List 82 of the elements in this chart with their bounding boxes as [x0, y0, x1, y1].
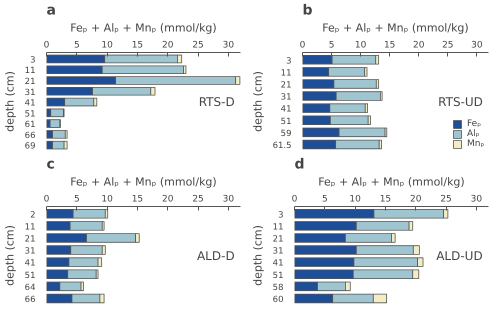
y-tick-label: 11 — [272, 222, 284, 232]
y-tick-label: 51 — [280, 116, 292, 127]
y-tick-label: 41 — [280, 104, 292, 115]
x-tick-label: 20 — [410, 194, 422, 204]
x-axis-title: Feₚ + Alₚ + Mnₚ (mmol/kg) — [70, 22, 217, 34]
x-tick-label: 30 — [222, 40, 234, 50]
x-axis-title: Feₚ + Alₚ + Mnₚ (mmol/kg) — [318, 176, 465, 188]
y-axis-title: depth (cm) — [252, 71, 265, 132]
y-tick-label: 61 — [24, 120, 36, 130]
x-tick-label: 30 — [222, 194, 234, 204]
y-tick-label: 41 — [24, 98, 36, 109]
chart-title: b — [302, 2, 313, 18]
y-tick-label: 60 — [272, 294, 284, 305]
y-tick-label: 66 — [24, 130, 36, 141]
x-tick-label: 10 — [354, 40, 367, 50]
x-tick-label: 15 — [380, 194, 392, 204]
x-tick-label: 30 — [471, 40, 483, 50]
y-tick-label: 3 — [30, 55, 36, 66]
y-axis-title: depth (cm) — [4, 225, 17, 286]
y-tick-label: 11 — [280, 68, 292, 78]
bar — [50, 119, 60, 128]
y-tick-label: 51 — [24, 270, 36, 281]
bar — [50, 108, 64, 118]
x-tick-label: 25 — [192, 194, 204, 204]
y-tick-label: 59 — [280, 128, 292, 139]
y-tick-label: 51 — [24, 109, 36, 120]
x-tick-label: 20 — [162, 194, 174, 204]
chart-title: d — [294, 156, 305, 172]
x-tick-label: 10 — [101, 194, 114, 204]
x-tick-label: 15 — [132, 194, 144, 204]
y-tick-label: 31 — [272, 246, 284, 257]
chart-title: a — [46, 2, 56, 18]
y-tick-label: 41 — [272, 258, 284, 269]
y-tick-label: 21 — [280, 80, 292, 90]
y-tick-label: 11 — [24, 222, 36, 232]
x-tick-label: 10 — [101, 40, 114, 50]
y-tick-label: 11 — [24, 66, 36, 76]
y-tick-label: 66 — [24, 294, 36, 305]
y-tick-label: 61.5 — [272, 140, 292, 151]
x-tick-label: 15 — [384, 40, 396, 50]
x-tick-label: 25 — [442, 40, 454, 50]
y-axis-title: depth (cm) — [4, 71, 17, 132]
x-tick-label: 5 — [74, 40, 80, 50]
x-axis-title: Feₚ + Alₚ + Mnₚ (mmol/kg) — [70, 176, 217, 188]
x-tick-label: 0 — [44, 194, 50, 204]
annotation: RTS-D — [198, 95, 235, 110]
y-tick-label: 2 — [30, 210, 36, 220]
y-tick-label: 31 — [24, 88, 36, 98]
y-tick-label: 3 — [286, 56, 292, 66]
x-tick-label: 25 — [192, 40, 204, 50]
y-axis-title: depth (cm) — [252, 225, 265, 286]
x-tick-label: 0 — [44, 40, 50, 50]
x-axis-title: Feₚ + Alₚ + Mnₚ (mmol/kg) — [322, 22, 469, 34]
x-tick-label: 25 — [440, 194, 452, 204]
y-tick-label: 58 — [272, 282, 284, 293]
y-tick-label: 69 — [24, 142, 36, 152]
x-tick-label: 0 — [300, 40, 306, 50]
x-tick-label: 20 — [162, 40, 174, 50]
legend-label: Alₚ — [467, 129, 481, 139]
x-tick-label: 15 — [132, 40, 144, 50]
y-tick-label: 21 — [24, 77, 36, 87]
annotation: ALD-UD — [436, 249, 483, 264]
y-tick-label: 21 — [272, 234, 284, 244]
x-tick-label: 5 — [74, 194, 80, 204]
x-tick-label: 20 — [413, 40, 425, 50]
x-tick-label: 5 — [328, 40, 334, 50]
y-tick-label: 21 — [24, 234, 36, 244]
legend-label: Feₚ — [467, 119, 482, 129]
y-tick-label: 51 — [272, 270, 284, 281]
annotation: ALD-D — [196, 249, 235, 264]
x-tick-label: 30 — [470, 194, 482, 204]
x-tick-label: 0 — [292, 194, 298, 204]
y-tick-label: 31 — [280, 92, 292, 103]
y-tick-label: 3 — [278, 210, 284, 220]
y-tick-label: 41 — [24, 258, 36, 269]
annotation: RTS-UD — [438, 95, 483, 110]
legend-label: Mnₚ — [467, 139, 486, 149]
chart-title: c — [46, 156, 55, 172]
x-tick-label: 10 — [349, 194, 362, 204]
x-tick-label: 5 — [322, 194, 328, 204]
y-tick-label: 64 — [24, 282, 36, 293]
y-tick-label: 31 — [24, 246, 36, 257]
